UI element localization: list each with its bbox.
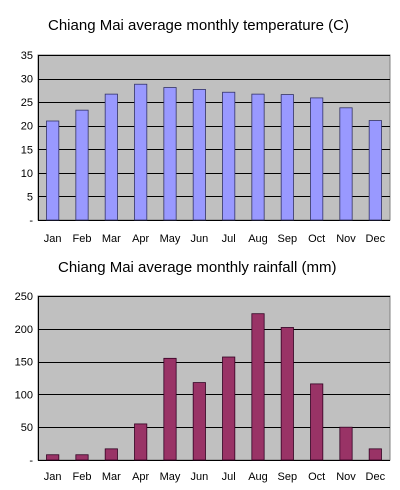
temperature-xtick-label: Jan	[44, 233, 62, 245]
rainfall-ytick-label: 250	[15, 291, 33, 303]
temperature-ytick-label: -	[29, 215, 33, 227]
rainfall-bar-nov	[339, 426, 353, 461]
temperature-ytick-label: 20	[21, 121, 33, 133]
temperature-ytick-label: 25	[21, 97, 33, 109]
temperature-xtick-label: Dec	[366, 233, 386, 245]
temperature-xtick-label: Mar	[102, 233, 121, 245]
temperature-bar-oct	[310, 97, 324, 221]
rainfall-ytick-label: -	[29, 455, 33, 467]
rainfall-xtick-label: May	[160, 471, 181, 483]
rainfall-xtick-label: Dec	[366, 471, 386, 483]
temperature-xtick-label: Jul	[222, 233, 236, 245]
rainfall-bar-jan	[46, 454, 60, 461]
rainfall-bar-dec	[368, 448, 382, 461]
rainfall-xtick-label: Jun	[190, 471, 208, 483]
temperature-xtick-label: Jun	[190, 233, 208, 245]
temperature-bar-feb	[75, 109, 89, 221]
temperature-bar-mar	[104, 93, 118, 221]
rainfall-xtick-label: Mar	[102, 471, 121, 483]
rainfall-ytick-label: 200	[15, 324, 33, 336]
rainfall-xtick-label: Feb	[73, 471, 92, 483]
temperature-bar-nov	[339, 107, 353, 221]
rainfall-chart-title: Chiang Mai average monthly rainfall (mm)	[58, 259, 336, 276]
temperature-ytick-label: 10	[21, 168, 33, 180]
temperature-xtick-label: Apr	[132, 233, 149, 245]
temperature-chart-title: Chiang Mai average monthly temperature (…	[48, 17, 349, 34]
rainfall-xtick-label: Oct	[308, 471, 325, 483]
rainfall-bar-feb	[75, 454, 89, 461]
rainfall-xtick-label: Sep	[278, 471, 298, 483]
temperature-bar-sep	[280, 94, 294, 221]
temperature-bar-apr	[134, 83, 148, 221]
temperature-bar-dec	[368, 120, 382, 221]
temperature-ytick-label: 35	[21, 50, 33, 62]
temperature-ytick-label: 5	[27, 191, 33, 203]
temperature-xtick-label: Sep	[278, 233, 298, 245]
rainfall-bar-may	[163, 357, 177, 461]
rainfall-plot-area	[37, 295, 391, 461]
rainfall-bar-apr	[134, 423, 148, 461]
rainfall-xtick-label: Nov	[336, 471, 356, 483]
rainfall-ytick-label: 100	[15, 389, 33, 401]
temperature-xtick-label: Oct	[308, 233, 325, 245]
rainfall-bar-sep	[280, 327, 294, 461]
rainfall-xtick-label: Jul	[222, 471, 236, 483]
temperature-xtick-label: May	[160, 233, 181, 245]
rainfall-xtick-label: Jan	[44, 471, 62, 483]
temperature-bar-may	[163, 87, 177, 221]
temperature-bar-aug	[251, 93, 265, 221]
rainfall-ytick-label: 50	[21, 422, 33, 434]
rainfall-xtick-label: Apr	[132, 471, 149, 483]
rainfall-chart: Chiang Mai average monthly rainfall (mm)…	[15, 259, 391, 483]
temperature-bar-jan	[46, 120, 60, 221]
temperature-bar-jul	[222, 91, 236, 221]
temperature-xtick-label: Aug	[248, 233, 268, 245]
temperature-chart: Chiang Mai average monthly temperature (…	[21, 17, 391, 245]
temperature-bar-jun	[192, 89, 206, 221]
temperature-ytick-label: 15	[21, 144, 33, 156]
rainfall-bar-oct	[310, 383, 324, 461]
rainfall-xtick-label: Aug	[248, 471, 268, 483]
temperature-xtick-label: Nov	[336, 233, 356, 245]
rainfall-bar-mar	[104, 448, 118, 461]
rainfall-bar-jun	[192, 382, 206, 461]
temperature-ytick-label: 30	[21, 74, 33, 86]
rainfall-bar-aug	[251, 313, 265, 461]
rainfall-bar-jul	[222, 356, 236, 461]
rainfall-ytick-label: 150	[15, 357, 33, 369]
temperature-xtick-label: Feb	[73, 233, 92, 245]
temperature-plot-area	[37, 54, 391, 221]
